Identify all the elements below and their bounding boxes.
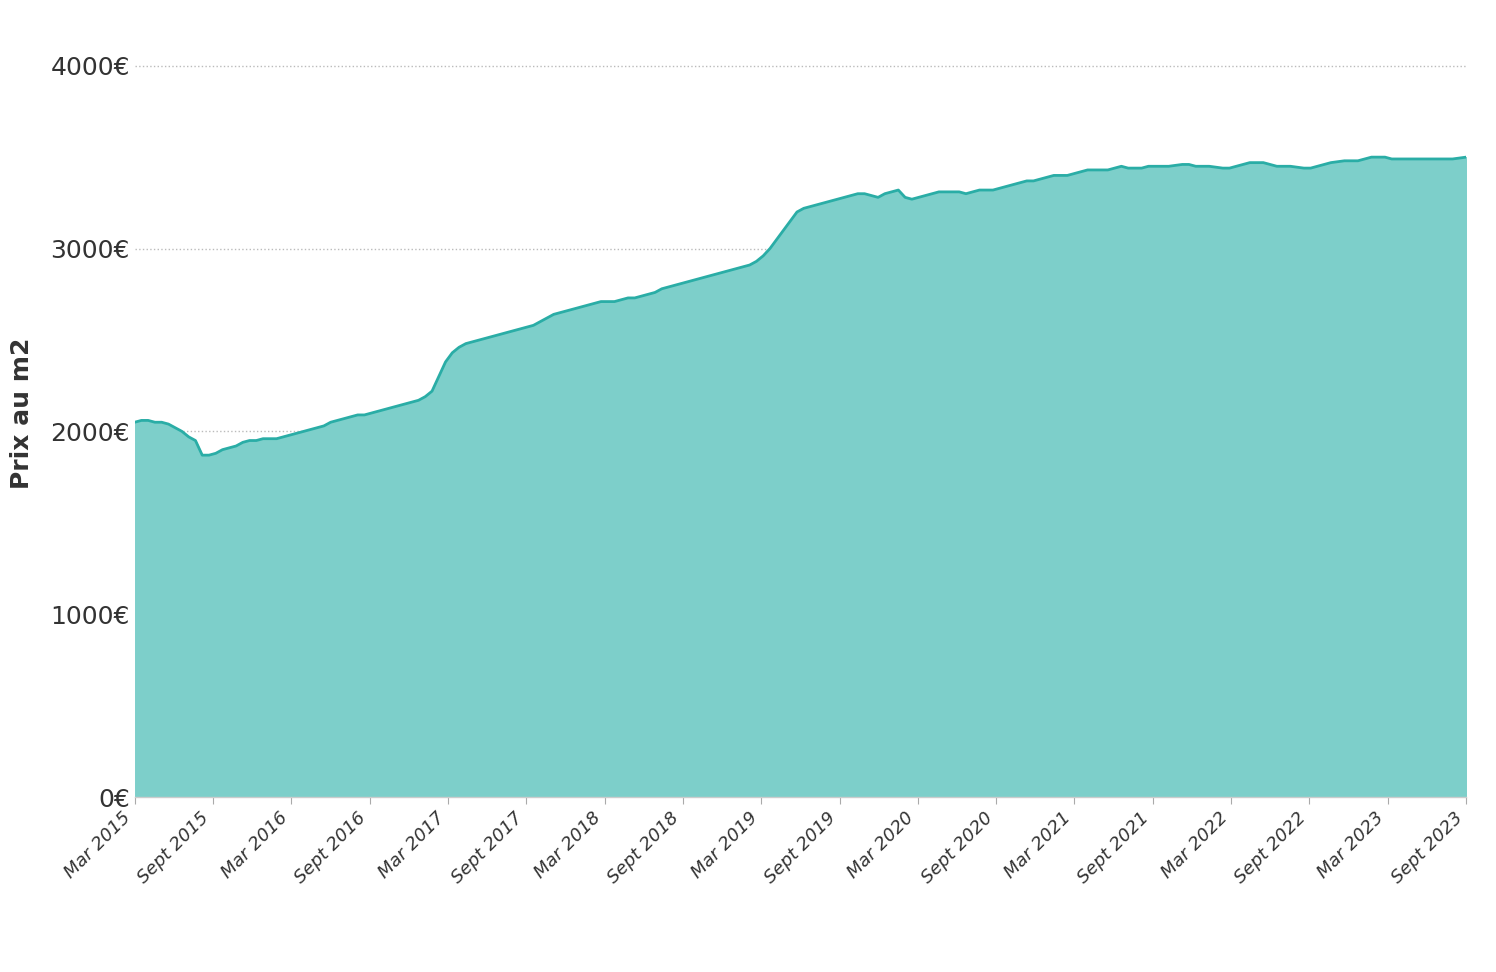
Y-axis label: Prix au m2: Prix au m2: [9, 337, 33, 489]
